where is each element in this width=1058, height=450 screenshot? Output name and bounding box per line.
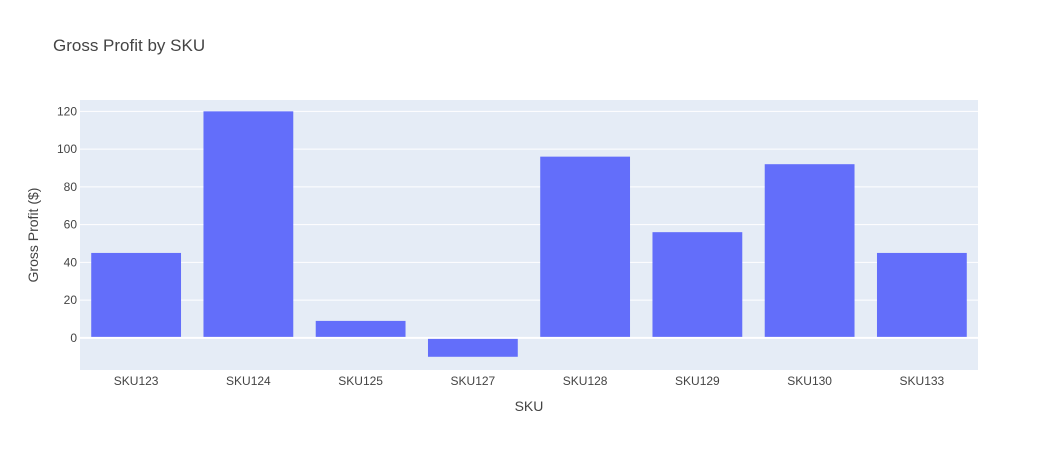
x-axis-ticks: SKU123 SKU124 SKU125 SKU127 SKU128 SKU129 SKU1… (114, 374, 945, 388)
y-axis-title: Gross Profit ($) (25, 188, 41, 283)
x-tick-label: SKU133 (900, 374, 945, 388)
y-tick-label: 100 (57, 142, 77, 156)
bar-sku128[interactable] (540, 156, 631, 338)
y-tick-label: 60 (64, 218, 78, 232)
bar-sku129[interactable] (652, 232, 743, 338)
chart-title: Gross Profit by SKU (53, 36, 205, 55)
x-tick-label: SKU123 (114, 374, 159, 388)
y-tick-label: 120 (57, 104, 77, 118)
y-tick-label: 20 (64, 293, 78, 307)
y-tick-label: 40 (64, 255, 78, 269)
x-tick-label: SKU130 (787, 374, 832, 388)
y-tick-label: 0 (70, 331, 77, 345)
bar-sku130[interactable] (764, 164, 855, 338)
bar-sku133[interactable] (876, 252, 967, 338)
bar-sku123[interactable] (91, 252, 182, 338)
x-axis-title: SKU (515, 398, 544, 414)
bar-sku127[interactable] (427, 337, 518, 357)
bar-sku124[interactable] (203, 111, 294, 338)
bars (91, 111, 967, 357)
x-tick-label: SKU125 (338, 374, 383, 388)
x-tick-label: SKU127 (451, 374, 496, 388)
x-tick-label: SKU129 (675, 374, 720, 388)
x-tick-label: SKU128 (563, 374, 608, 388)
bar-sku125[interactable] (315, 320, 406, 338)
y-tick-label: 80 (64, 180, 78, 194)
x-tick-label: SKU124 (226, 374, 271, 388)
y-axis-ticks: 0 20 40 60 80 100 120 (57, 104, 77, 345)
